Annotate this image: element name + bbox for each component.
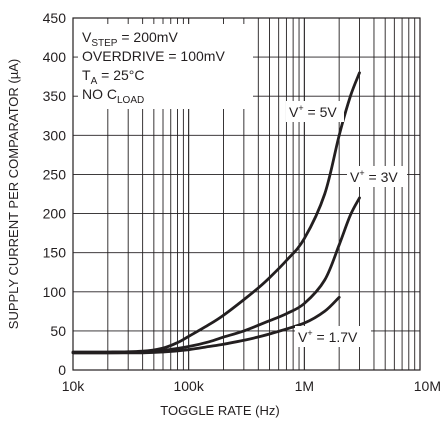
y-tick-label: 350 — [43, 88, 67, 104]
y-tick-label: 400 — [43, 49, 67, 65]
x-tick-labels: 10k 100k 1M 10M — [62, 378, 441, 394]
y-tick-label: 450 — [43, 10, 67, 26]
y-tick-label: 200 — [43, 206, 67, 222]
plot-frame — [72, 17, 421, 371]
series-label-bg-5v — [286, 101, 344, 122]
y-tick-label: 250 — [43, 166, 67, 182]
y-tick-label: 50 — [50, 323, 66, 339]
note-vstep: VSTEP = 200mV — [82, 29, 178, 49]
x-tick-label: 100k — [173, 378, 204, 394]
y-tick-label: 300 — [43, 127, 67, 143]
x-tick-label: 10k — [62, 378, 86, 394]
series-label-bg-3v — [347, 166, 407, 187]
series-line-2 — [71, 295, 341, 355]
y-axis-title: SUPPLY CURRENT PER COMPARATOR (µA) — [6, 59, 21, 329]
x-axis-title: TOGGLE RATE (Hz) — [160, 403, 279, 418]
y-tick-label: 100 — [43, 284, 67, 300]
series-label-3v: V+ = 3V — [350, 168, 398, 185]
series-label-5v: V+ = 5V — [289, 103, 337, 120]
y-tick-label: 0 — [58, 362, 66, 378]
y-tick-labels: 0 50 100 150 200 250 300 350 400 450 — [43, 10, 67, 378]
note-overdrive: OVERDRIVE = 100mV — [82, 48, 225, 64]
y-tick-label: 150 — [43, 245, 67, 261]
x-tick-label: 1M — [295, 378, 314, 394]
note-cload: NO CLOAD — [82, 86, 144, 106]
note-ta: TA = 25°C — [82, 67, 144, 87]
series-line-0 — [71, 71, 361, 354]
conditions-box — [78, 24, 253, 109]
x-tick-label: 10M — [414, 378, 441, 394]
curves — [71, 71, 361, 355]
series-label-1v7: V+ = 1.7V — [298, 328, 358, 345]
series-label-bg-1v7 — [295, 326, 371, 347]
